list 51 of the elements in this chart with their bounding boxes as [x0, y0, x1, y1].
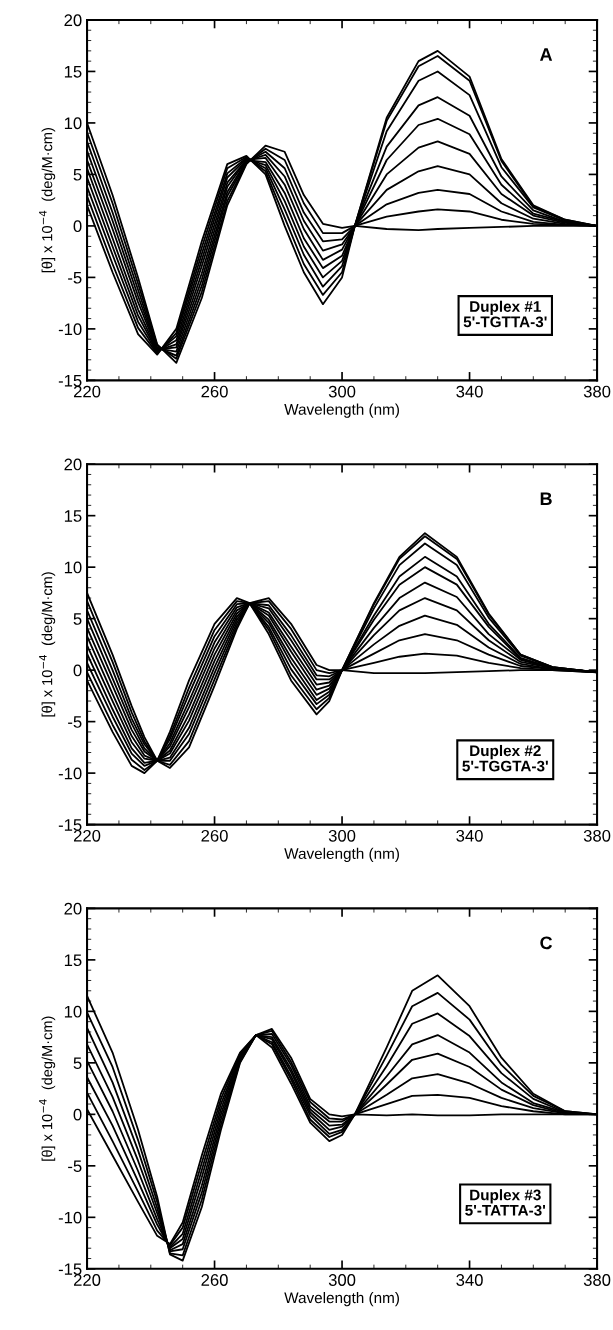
- y-axis-title: [θ] x 10$^{−4}$ (deg/M·cm): [39, 1016, 56, 1161]
- y-tick-label: 0: [73, 220, 82, 233]
- y-tick-label: 10: [64, 1005, 82, 1018]
- annotation: A: [539, 48, 553, 61]
- y-tick-label: 20: [64, 14, 82, 27]
- x-axis-title: Wavelength (nm): [284, 403, 399, 418]
- x-tick-label: 380: [583, 829, 611, 842]
- y-tick-label: -10: [58, 323, 82, 336]
- x-tick-label: 380: [583, 1274, 611, 1286]
- annotation: C: [540, 936, 553, 950]
- y-tick-label: -15: [58, 1263, 82, 1276]
- y-tick-label: 0: [73, 664, 82, 677]
- x-axis-title: Wavelength (nm): [284, 1292, 399, 1307]
- annotation: Duplex #3 5'-TATTA-3': [465, 1189, 546, 1216]
- x-tick-label: 300: [328, 385, 356, 398]
- x-tick-label: 220: [73, 829, 101, 842]
- x-tick-label: 260: [201, 829, 228, 842]
- y-tick-label: 15: [64, 66, 82, 78]
- annotation: Duplex #2 5'-TGGTA-3': [462, 744, 548, 772]
- annotation: B: [540, 492, 552, 505]
- y-tick-label: -10: [58, 1211, 82, 1224]
- y-tick-label: -10: [58, 767, 82, 780]
- y-axis-title: [θ] x 10$^{−4}$ (deg/M·cm): [39, 128, 56, 273]
- y-tick-label: -15: [58, 374, 82, 387]
- x-tick-label: 340: [456, 385, 483, 398]
- y-tick-label: 0: [73, 1108, 82, 1121]
- annotation: Duplex #1 5'-TGTTA-3': [463, 300, 547, 328]
- y-tick-label: 15: [64, 510, 82, 522]
- y-tick-label: 5: [73, 613, 82, 625]
- y-tick-label: -5: [68, 271, 82, 284]
- x-tick-label: 220: [73, 1274, 101, 1286]
- y-tick-label: 10: [64, 117, 82, 130]
- x-tick-label: 220: [73, 385, 101, 398]
- x-tick-label: 340: [456, 829, 483, 842]
- y-tick-label: 10: [64, 561, 82, 574]
- x-axis-title: Wavelength (nm): [284, 847, 399, 863]
- y-axis-title: [θ] x 10$^{−4}$ (deg/M·cm): [39, 572, 56, 717]
- x-tick-label: 300: [328, 1274, 356, 1286]
- y-tick-label: -5: [68, 1160, 82, 1173]
- x-tick-label: 260: [201, 385, 228, 398]
- y-tick-label: -15: [58, 819, 82, 831]
- y-tick-label: 5: [73, 168, 82, 181]
- y-tick-label: 20: [64, 902, 82, 915]
- y-tick-label: 20: [64, 458, 82, 471]
- y-tick-label: -5: [68, 716, 82, 728]
- x-tick-label: 380: [583, 385, 611, 398]
- x-tick-label: 260: [201, 1274, 228, 1286]
- x-tick-label: 340: [456, 1274, 483, 1286]
- y-tick-label: 15: [64, 954, 82, 967]
- x-tick-label: 300: [328, 829, 356, 842]
- y-tick-label: 5: [73, 1057, 82, 1070]
